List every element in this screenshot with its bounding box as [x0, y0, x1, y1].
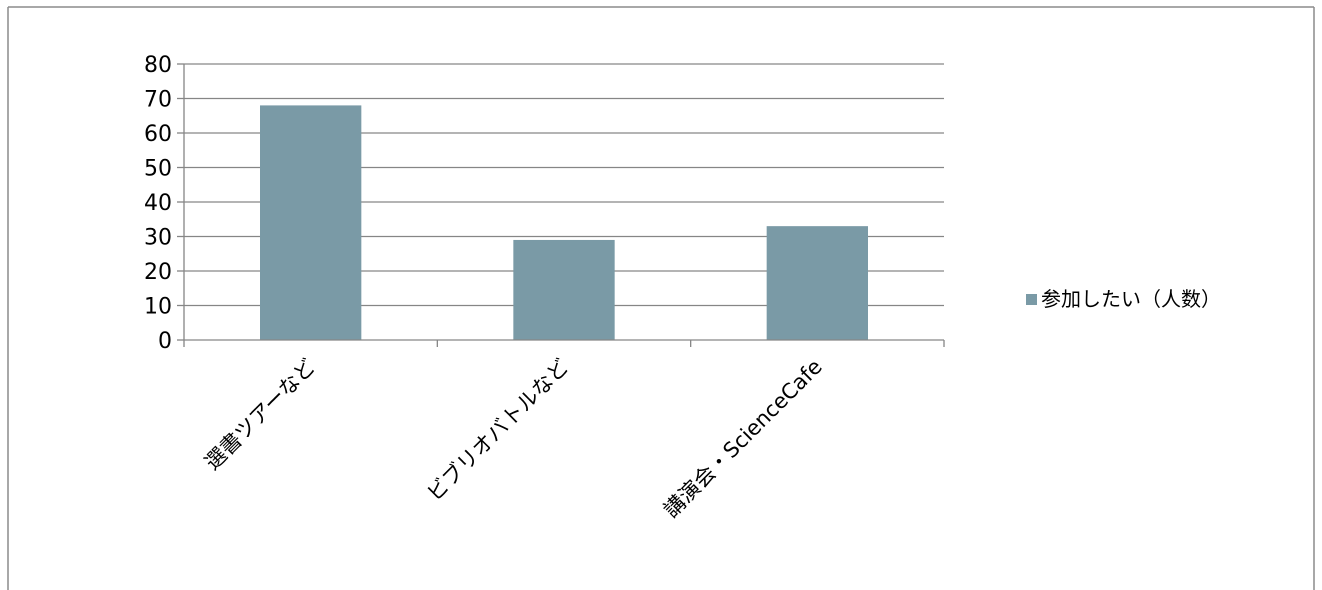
bar-2	[513, 239, 615, 340]
legend-swatch	[1026, 294, 1037, 305]
legend-label: 参加したい（人数）	[1041, 287, 1221, 311]
axes	[177, 63, 945, 347]
category-label-3: 講演会・ScienceCafe	[659, 355, 827, 523]
y-tick-label-30: 30	[144, 226, 172, 251]
y-tick-label-60: 60	[144, 122, 172, 147]
y-tick-labels: 0 10 20 30 40 50 60 70 80	[144, 53, 172, 354]
y-tick-label-80: 80	[144, 53, 172, 78]
category-label-1: 選書ツアーなど	[200, 355, 320, 475]
y-tick-label-70: 70	[144, 88, 172, 113]
y-tick-label-0: 0	[158, 329, 172, 354]
bars	[260, 105, 868, 341]
bar-3	[766, 226, 868, 340]
category-labels: 選書ツアーなど ビブリオバトルなど 講演会・ScienceCafe	[200, 355, 827, 523]
legend: 参加したい（人数）	[1026, 287, 1221, 311]
y-tick-label-10: 10	[144, 295, 172, 320]
y-tick-label-40: 40	[144, 191, 172, 216]
y-tick-label-20: 20	[144, 260, 172, 285]
y-tick-label-50: 50	[144, 157, 172, 182]
category-label-2: ビブリオバトルなど	[422, 355, 573, 506]
bar-1	[260, 105, 362, 341]
